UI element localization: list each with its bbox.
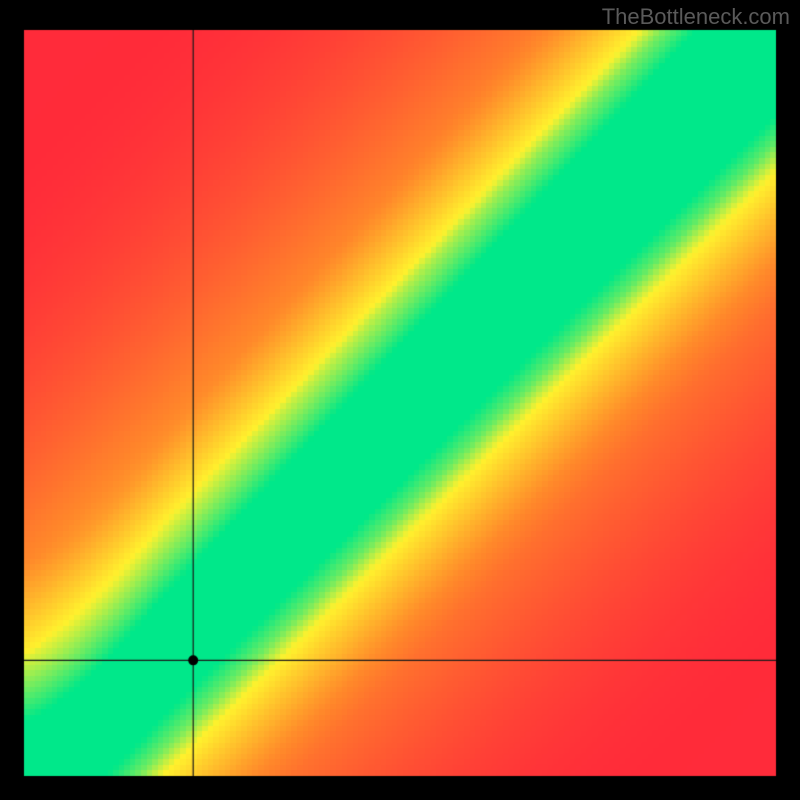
chart-container: TheBottleneck.com	[0, 0, 800, 800]
bottleneck-heatmap	[0, 0, 800, 800]
watermark-text: TheBottleneck.com	[602, 4, 790, 30]
